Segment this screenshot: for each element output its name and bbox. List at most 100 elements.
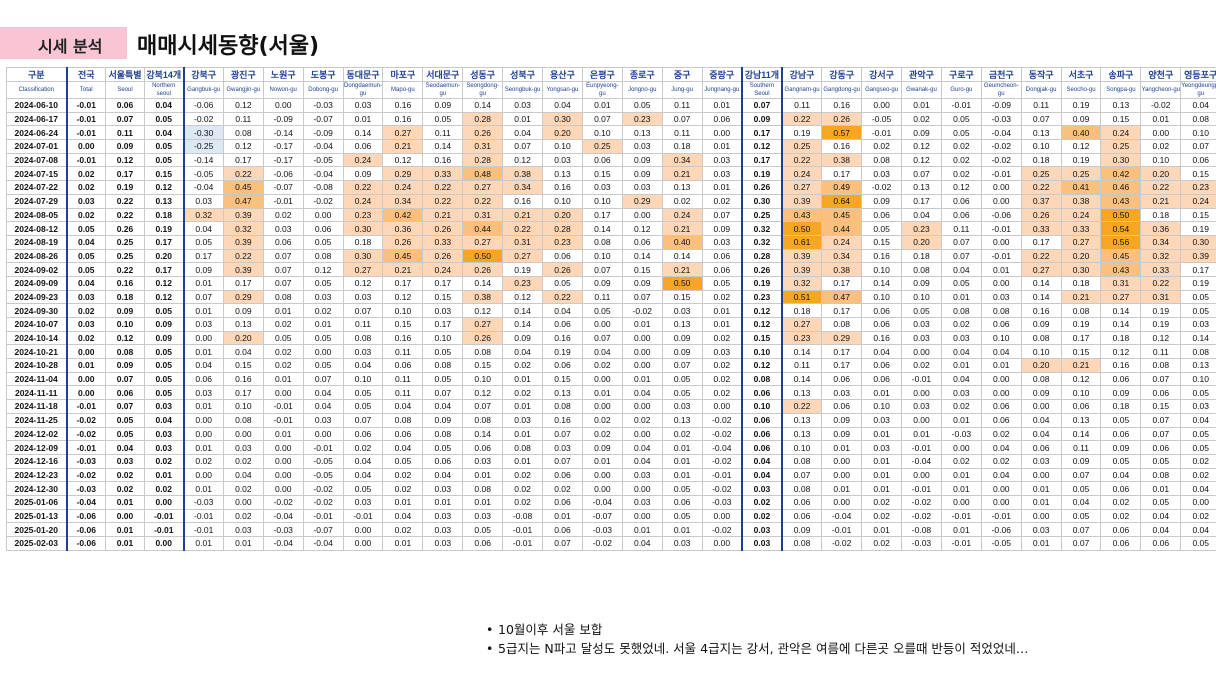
table-cell: -0.01 [144, 508, 184, 524]
row-date: 2024-09-23 [6, 289, 67, 305]
table-cell: 0.14 [1180, 330, 1216, 346]
column-header: 성동구 [462, 67, 504, 82]
table-cell: 0.18 [1100, 330, 1142, 346]
table-cell: -0.17 [262, 139, 304, 154]
table-cell: 0.10 [542, 193, 583, 209]
table-cell: 0.01 [1140, 111, 1182, 127]
table-cell: 0.00 [262, 385, 304, 401]
table-cell: 0.01 [940, 522, 982, 537]
table-cell: 0.04 [1060, 494, 1102, 510]
table-cell: 0.47 [222, 193, 264, 209]
table-cell: 0.05 [422, 371, 464, 387]
table-cell: 0.02 [65, 166, 106, 182]
table-cell: 0.00 [701, 125, 743, 141]
table-cell: 0.20 [144, 248, 184, 264]
table-cell: -0.03 [182, 494, 224, 510]
column-header: 강북구 [182, 67, 224, 82]
table-cell: 0.01 [144, 467, 184, 483]
row-date: 2024-06-24 [6, 125, 67, 141]
table-cell: 0.01 [701, 317, 743, 332]
table-cell: 0.20 [542, 207, 583, 223]
table-cell: 0.02 [581, 358, 623, 373]
table-cell: 0.22 [462, 193, 504, 209]
row-date: 2024-08-26 [6, 248, 67, 264]
table-cell: 0.06 [821, 399, 863, 414]
table-cell: 0.06 [581, 152, 623, 168]
table-cell: 0.06 [462, 440, 504, 455]
table-cell: 0.24 [661, 207, 703, 223]
table-cell: 0.09 [1060, 111, 1102, 127]
table-cell: 0.01 [1020, 481, 1062, 496]
table-cell: 0.03 [144, 399, 184, 414]
table-cell: 0.03 [105, 453, 145, 469]
table-cell: 0.03 [661, 399, 703, 414]
table-cell: 0.01 [382, 494, 424, 510]
table-cell: 0.03 [740, 481, 783, 496]
table-cell: 0.03 [342, 494, 384, 510]
table-cell: 0.00 [342, 536, 384, 551]
table-cell: 0.10 [1140, 152, 1182, 168]
table-cell: 0.25 [780, 139, 823, 154]
table-cell: 0.02 [262, 344, 304, 360]
column-header: 영등포구 [1180, 67, 1216, 82]
table-cell: 0.03 [542, 152, 583, 168]
table-cell: 0.00 [821, 453, 863, 469]
table-cell: 0.12 [1060, 371, 1102, 387]
table-cell: 0.22 [105, 193, 145, 209]
table-cell: 0.30 [342, 248, 384, 264]
table-cell: 0.17 [382, 275, 424, 291]
table-cell: 0.01 [661, 522, 703, 537]
table-cell: 0.02 [222, 453, 264, 469]
table-cell: -0.02 [262, 494, 304, 510]
table-cell: 0.04 [980, 440, 1022, 455]
table-cell: 0.09 [1100, 440, 1142, 455]
table-cell: 0.08 [462, 412, 504, 428]
table-row: 2024-11-11 0.00 0.06 0.05 0.03 0.17 0.00 0.04 0.… [6, 385, 1216, 401]
table-cell: 0.24 [342, 152, 384, 168]
table-cell: 0.19 [1180, 275, 1216, 291]
table-cell: 0.42 [382, 207, 424, 223]
table-cell: -0.01 [980, 166, 1022, 182]
table-cell: 0.00 [821, 494, 863, 510]
table-cell: 0.05 [1140, 494, 1182, 510]
table-cell: 0.01 [182, 481, 224, 496]
table-cell: 0.05 [940, 275, 982, 291]
table-cell: -0.02 [861, 180, 903, 195]
table-cell: 0.16 [542, 330, 583, 346]
table-cell: 0.06 [861, 207, 903, 223]
table-cell: -0.01 [980, 248, 1022, 264]
table-cell: 0.34 [382, 193, 424, 209]
table-cell: 0.02 [502, 494, 544, 510]
table-cell: 0.26 [422, 248, 464, 264]
table-cell: 0.27 [780, 317, 823, 332]
table-cell: 0.33 [1020, 221, 1062, 236]
table-cell: 0.05 [1180, 289, 1216, 305]
table-cell: 0.05 [1100, 412, 1142, 428]
table-cell: 0.20 [542, 125, 583, 141]
table-cell: 0.00 [621, 358, 663, 373]
table-cell: 0.06 [940, 207, 982, 223]
table-cell: 0.03 [422, 536, 464, 551]
table-cell: 0.31 [462, 207, 504, 223]
table-cell: 0.04 [502, 344, 544, 360]
table-cell: -0.05 [182, 166, 224, 182]
table-cell: 0.03 [422, 508, 464, 524]
table-cell: 0.23 [1180, 180, 1216, 195]
column-header: 송파구 [1100, 67, 1142, 82]
table-cell: 0.02 [502, 385, 544, 401]
table-cell: 0.27 [1100, 289, 1142, 305]
table-cell: 0.28 [462, 152, 504, 168]
table-cell: -0.04 [701, 440, 743, 455]
table-cell: 0.05 [422, 440, 464, 455]
column-header: 중구 [661, 67, 703, 82]
table-cell: 0.06 [740, 385, 783, 401]
table-cell: 0.15 [740, 330, 783, 346]
table-cell: 0.09 [1020, 317, 1062, 332]
table-cell: 0.06 [701, 111, 743, 127]
table-cell: 0.08 [1020, 371, 1062, 387]
table-cell: 0.02 [105, 467, 145, 483]
table-cell: -0.04 [182, 180, 224, 195]
table-cell: 0.12 [940, 180, 982, 195]
table-cell: 0.05 [661, 508, 703, 524]
table-cell: 0.06 [542, 317, 583, 332]
